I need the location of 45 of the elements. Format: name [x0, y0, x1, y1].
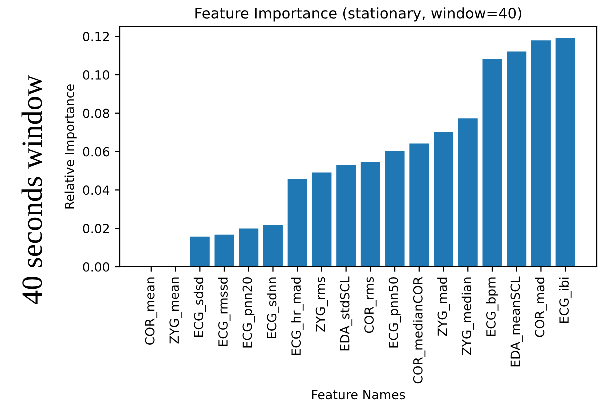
chart-title: Feature Importance (stationary, window=40) — [196, 8, 522, 22]
x-tick-label: EDA_stdSCL — [340, 276, 353, 351]
x-tick-label: ECG_sdnn — [267, 278, 280, 338]
y-axis-title: Relative Importance — [64, 84, 77, 209]
x-tick-label: COR_mean — [145, 278, 158, 345]
x-tick-label: ECG_rmssd — [218, 278, 231, 346]
bar — [410, 144, 430, 267]
y-tick-label: 0.06 — [83, 147, 110, 157]
bar — [288, 179, 308, 267]
bar — [360, 162, 380, 267]
x-tick-label: ECG_hr_mad — [291, 278, 304, 356]
x-tick-label: ECG_pnn50 — [388, 278, 402, 348]
y-tick-label: 0.02 — [83, 224, 110, 234]
bar — [458, 118, 478, 267]
x-tick-label: ECG_pnn20 — [242, 278, 255, 348]
x-tick-label: ZYG_mean — [170, 278, 182, 344]
text: 40 seconds window — [22, 75, 42, 304]
bar — [336, 165, 356, 267]
y-tick-label: 0.10 — [83, 70, 110, 80]
y-tick-label: 0.12 — [83, 32, 110, 42]
x-tick-label: EDA_meanSCL — [510, 276, 523, 367]
bar — [214, 234, 234, 267]
y-tick-label: 0.04 — [83, 186, 110, 196]
bar — [507, 52, 527, 267]
bar — [482, 59, 502, 267]
bar — [531, 40, 551, 267]
x-tick-label: ZYG_median — [462, 278, 474, 356]
x-tick-label: COR_mad — [534, 278, 548, 338]
x-tick-label: ECG_ibi — [559, 278, 572, 323]
x-tick-label: ZYG_rms — [316, 277, 328, 332]
y-tick-label: 0.00 — [83, 262, 110, 272]
bar — [190, 236, 210, 267]
bar — [239, 228, 259, 267]
bar — [434, 132, 454, 267]
x-tick-label: ECG_bpm — [486, 278, 499, 336]
y-tick-label: 0.08 — [83, 108, 110, 118]
bar — [556, 38, 576, 267]
x-tick-label: ZYG_mad — [438, 278, 450, 336]
x-tick-label: ECG_sdsd — [194, 278, 206, 337]
bar — [312, 172, 332, 267]
bar — [263, 225, 283, 267]
x-axis-title: Feature Names — [312, 390, 406, 400]
bar — [385, 151, 405, 267]
x-tick-label: COR_rms — [364, 277, 377, 334]
x-tick-label: COR_medianCOR — [413, 277, 426, 384]
